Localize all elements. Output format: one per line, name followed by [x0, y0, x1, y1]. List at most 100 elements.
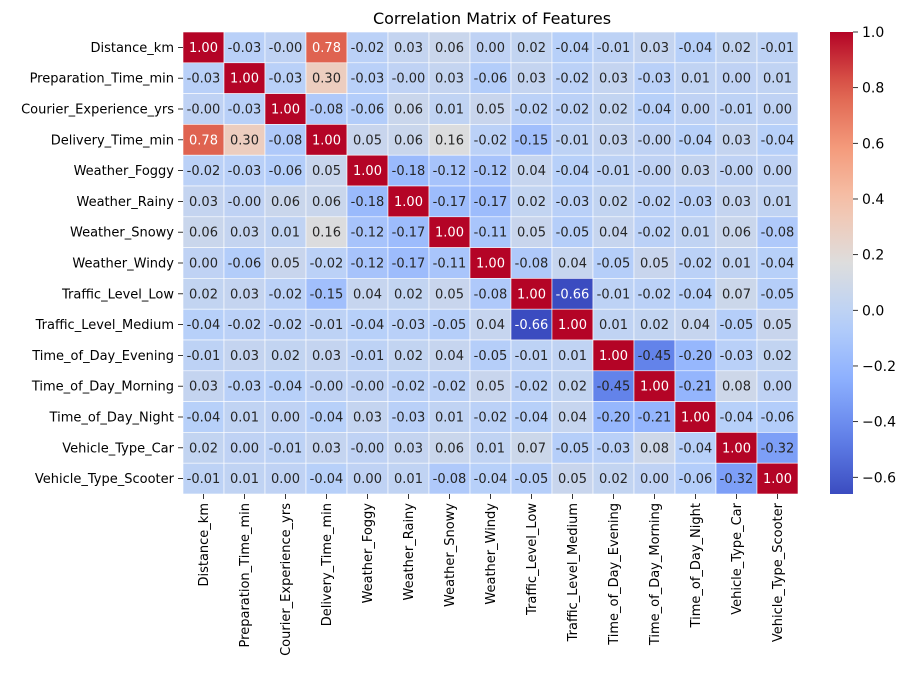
- row-label: Traffic_Level_Low: [61, 287, 174, 302]
- cell-value-label: 0.01: [271, 226, 300, 241]
- cell-value-label: 0.05: [312, 164, 341, 179]
- cell-value-label: -0.02: [433, 380, 467, 395]
- colorbar-tick-label: 0.6: [862, 136, 884, 152]
- cell-value-label: -0.01: [187, 349, 221, 364]
- cell-value-label: -0.00: [310, 380, 344, 395]
- column-label: Courier_Experience_yrs: [279, 503, 294, 656]
- heatmap-cell: [715, 154, 758, 187]
- heatmap-cell: [633, 432, 676, 464]
- cell-value-label: -0.01: [597, 164, 631, 179]
- cell-value-label: -0.11: [474, 226, 508, 241]
- cell-value-label: -0.04: [310, 411, 344, 426]
- heatmap-cell: [715, 185, 758, 218]
- heatmap-cell: [305, 432, 348, 464]
- heatmap-cell: [551, 62, 594, 94]
- heatmap-cell: [428, 62, 471, 94]
- heatmap-cell: [469, 308, 512, 341]
- column-label: Time_of_Day_Morning: [648, 503, 663, 646]
- cell-value-label: 0.01: [722, 257, 751, 272]
- cell-value-label: -0.06: [228, 257, 262, 272]
- heatmap-cell: [633, 185, 676, 218]
- column-label: Time_of_Day_Evening: [607, 503, 622, 646]
- cell-value-label: 0.06: [722, 226, 751, 241]
- cell-value-label: 0.06: [394, 133, 423, 148]
- cell-value-label: 0.02: [271, 349, 300, 364]
- heatmap-cell: [592, 247, 635, 279]
- heatmap-cell: [592, 308, 635, 341]
- cell-value-label: 0.05: [640, 257, 669, 272]
- cell-value-label: -0.02: [556, 103, 590, 118]
- cell-value-label: -0.08: [474, 287, 508, 302]
- heatmap-cell: [674, 154, 717, 187]
- cell-value-label: -0.12: [433, 164, 467, 179]
- heatmap-cell: [469, 401, 512, 433]
- cell-value-label: -0.01: [556, 133, 590, 148]
- cell-value-label: -0.12: [474, 164, 508, 179]
- cell-value-label: 0.00: [353, 472, 382, 487]
- cell-value-label: 0.01: [763, 195, 792, 210]
- heatmap-cell: [346, 62, 389, 94]
- cell-value-label: -0.45: [638, 349, 672, 364]
- cell-value-label: -0.18: [392, 164, 426, 179]
- cell-value-label: 0.06: [435, 441, 464, 456]
- cell-value-label: 0.30: [312, 72, 341, 87]
- cell-value-label: 1.00: [640, 380, 669, 395]
- cell-value-label: 0.00: [763, 103, 792, 118]
- heatmap-cell: [223, 462, 266, 495]
- heatmap-cell: [182, 93, 225, 125]
- cell-value-label: -0.00: [187, 103, 221, 118]
- cell-value-label: 0.01: [394, 472, 423, 487]
- cell-value-label: -0.05: [474, 349, 508, 364]
- cell-value-label: 0.06: [271, 195, 300, 210]
- row-label: Distance_km: [90, 41, 174, 56]
- heatmap-cell: [756, 401, 799, 433]
- heatmap-cell: [182, 278, 225, 310]
- heatmap-cell: [674, 93, 717, 125]
- cell-value-label: -0.00: [228, 195, 262, 210]
- heatmap-cell: [633, 308, 676, 341]
- cell-value-label: -0.01: [310, 318, 344, 333]
- column-label: Vehicle_Type_Car: [730, 502, 745, 614]
- heatmap-cell: [305, 278, 348, 310]
- cell-value-label: 0.03: [722, 195, 751, 210]
- colorbar-tick-label: 0.4: [862, 192, 884, 208]
- heatmap-cell: [756, 432, 799, 464]
- colorbar-tick-label: −0.2: [862, 359, 896, 375]
- heatmap-cell: [387, 124, 430, 156]
- row-label: Time_of_Day_Evening: [31, 349, 174, 364]
- heatmap-cell: [264, 31, 307, 64]
- heatmap-cell: [592, 370, 635, 402]
- heatmap-cell: [264, 308, 307, 341]
- cell-value-label: -0.01: [187, 472, 221, 487]
- heatmap-cell: [551, 185, 594, 218]
- cell-value-label: -0.01: [515, 349, 549, 364]
- cell-value-label: 0.02: [599, 472, 628, 487]
- heatmap-cell: [551, 154, 594, 187]
- row-label: Vehicle_Type_Car: [62, 441, 174, 456]
- cell-value-label: 0.00: [763, 164, 792, 179]
- heatmap-cell: [223, 339, 266, 372]
- heatmap-cell: [551, 93, 594, 125]
- heatmap-cell: [674, 432, 717, 464]
- row-labels: Distance_km Preparation_Time_min Courier_E…: [21, 41, 183, 487]
- cell-value-label: 0.03: [230, 226, 259, 241]
- cell-value-label: -0.45: [597, 380, 631, 395]
- heatmap-cell: [756, 370, 799, 402]
- cell-value-label: 1.00: [681, 411, 710, 426]
- cell-value-label: -0.00: [638, 133, 672, 148]
- cell-value-label: -0.05: [515, 472, 549, 487]
- heatmap-cell: [223, 401, 266, 433]
- heatmap-cell: [674, 339, 717, 372]
- cell-value-label: 0.04: [353, 287, 382, 302]
- cell-value-label: 0.02: [189, 287, 218, 302]
- heatmap-cell: [633, 278, 676, 310]
- cell-value-label: 1.00: [722, 441, 751, 456]
- cell-value-label: 0.06: [312, 195, 341, 210]
- cell-value-label: 0.00: [271, 411, 300, 426]
- heatmap-cell: [305, 154, 348, 187]
- heatmap-cell: [469, 278, 512, 310]
- cell-value-label: -0.00: [720, 164, 754, 179]
- cell-value-label: 0.05: [476, 103, 505, 118]
- cell-value-label: 0.03: [599, 72, 628, 87]
- cell-value-label: -0.05: [433, 318, 467, 333]
